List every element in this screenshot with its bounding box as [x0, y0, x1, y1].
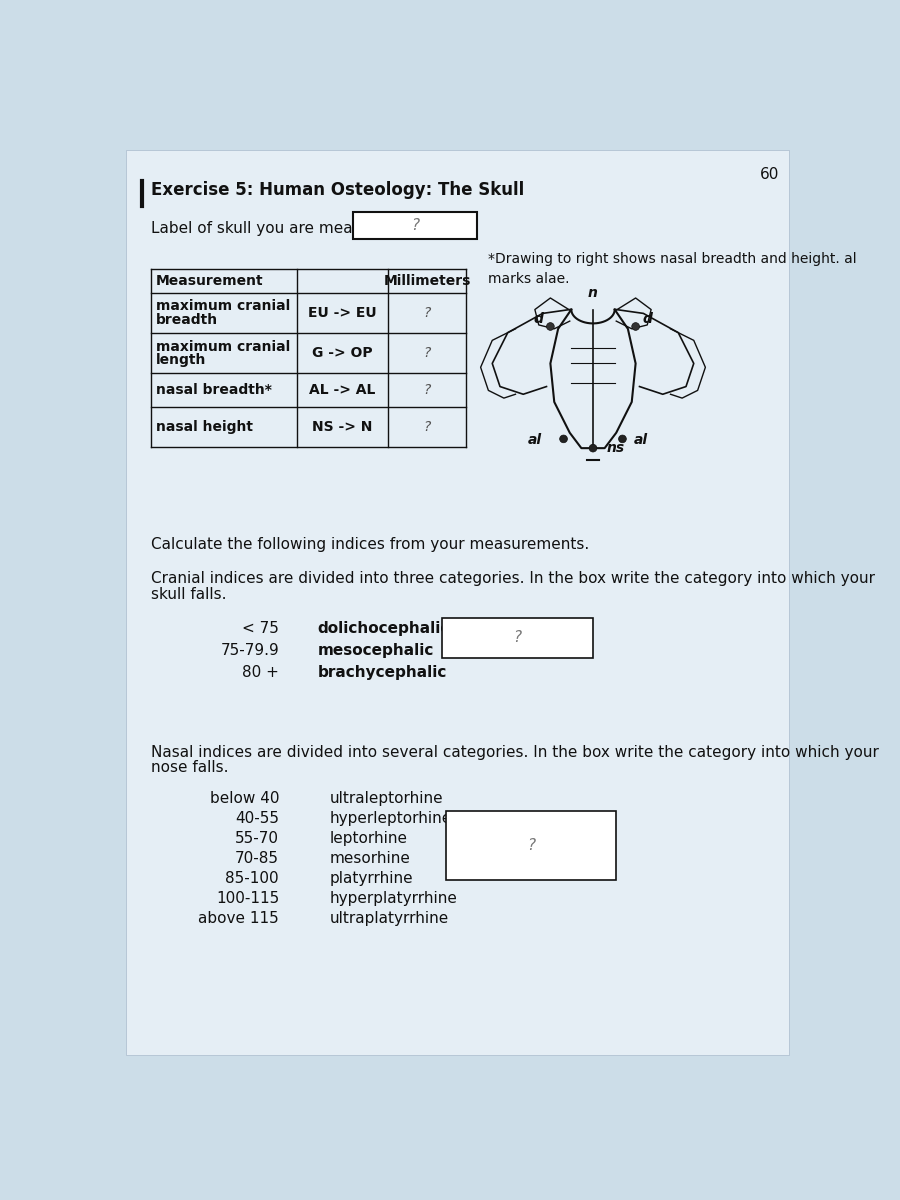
Text: ultraplatyrrhine: ultraplatyrrhine — [329, 911, 449, 926]
Text: above 115: above 115 — [198, 911, 279, 926]
Text: 60: 60 — [760, 167, 779, 182]
Text: Millimeters: Millimeters — [383, 274, 471, 288]
Text: 75-79.9: 75-79.9 — [220, 643, 279, 658]
Text: dolichocephalic: dolichocephalic — [318, 622, 450, 636]
Text: hyperplatyrrhine: hyperplatyrrhine — [329, 890, 457, 906]
Text: 80 +: 80 + — [242, 665, 279, 679]
FancyBboxPatch shape — [442, 618, 593, 658]
Text: ?: ? — [424, 306, 431, 320]
Text: 85-100: 85-100 — [226, 871, 279, 886]
Text: ?: ? — [410, 218, 419, 233]
Text: d: d — [643, 312, 652, 325]
Text: ?: ? — [526, 838, 536, 853]
Text: Measurement: Measurement — [156, 274, 264, 288]
Text: EU -> EU: EU -> EU — [309, 306, 377, 320]
Text: Label of skull you are measuring:: Label of skull you are measuring: — [151, 221, 406, 236]
Text: ?: ? — [424, 347, 431, 360]
Text: ?: ? — [424, 420, 431, 434]
FancyBboxPatch shape — [353, 211, 477, 240]
Text: al: al — [527, 433, 542, 448]
Text: breadth: breadth — [156, 313, 218, 328]
Text: d: d — [534, 312, 544, 325]
Text: ?: ? — [424, 383, 431, 397]
Text: ns: ns — [607, 442, 625, 455]
Circle shape — [590, 444, 597, 452]
Text: 55-70: 55-70 — [235, 830, 279, 846]
Text: below 40: below 40 — [210, 791, 279, 806]
Text: mesorhine: mesorhine — [329, 851, 410, 866]
Text: < 75: < 75 — [242, 622, 279, 636]
Text: Cranial indices are divided into three categories. In the box write the category: Cranial indices are divided into three c… — [151, 571, 875, 587]
Text: leptorhine: leptorhine — [329, 830, 408, 846]
Circle shape — [618, 436, 626, 443]
Text: maximum cranial: maximum cranial — [156, 300, 290, 313]
Text: ultraleptorhine: ultraleptorhine — [329, 791, 443, 806]
Text: nasal height: nasal height — [156, 420, 253, 434]
Text: nasal breadth*: nasal breadth* — [156, 383, 272, 397]
Text: mesocephalic: mesocephalic — [318, 643, 434, 658]
Text: 100-115: 100-115 — [216, 890, 279, 906]
Circle shape — [632, 323, 640, 330]
Text: NS -> N: NS -> N — [312, 420, 373, 434]
Text: ?: ? — [513, 630, 521, 646]
Circle shape — [560, 436, 567, 443]
Text: 40-55: 40-55 — [235, 811, 279, 826]
Text: hyperleptorhine: hyperleptorhine — [329, 811, 452, 826]
Text: 70-85: 70-85 — [235, 851, 279, 866]
Text: al: al — [634, 433, 648, 448]
Text: Calculate the following indices from your measurements.: Calculate the following indices from you… — [151, 536, 590, 552]
Circle shape — [546, 323, 554, 330]
Text: skull falls.: skull falls. — [151, 587, 227, 601]
Text: Nasal indices are divided into several categories. In the box write the category: Nasal indices are divided into several c… — [151, 744, 879, 760]
Text: length: length — [156, 353, 206, 367]
Text: *Drawing to right shows nasal breadth and height. al
marks alae.: *Drawing to right shows nasal breadth an… — [489, 252, 857, 287]
Text: brachycephalic: brachycephalic — [318, 665, 447, 679]
Text: n: n — [588, 286, 598, 300]
FancyBboxPatch shape — [446, 811, 616, 880]
Text: nose falls.: nose falls. — [151, 760, 229, 775]
FancyBboxPatch shape — [126, 150, 789, 1055]
Text: platyrrhine: platyrrhine — [329, 871, 413, 886]
Text: AL -> AL: AL -> AL — [310, 383, 376, 397]
Text: Exercise 5: Human Osteology: The Skull: Exercise 5: Human Osteology: The Skull — [151, 181, 525, 199]
Text: G -> OP: G -> OP — [312, 347, 373, 360]
Text: maximum cranial: maximum cranial — [156, 340, 290, 354]
